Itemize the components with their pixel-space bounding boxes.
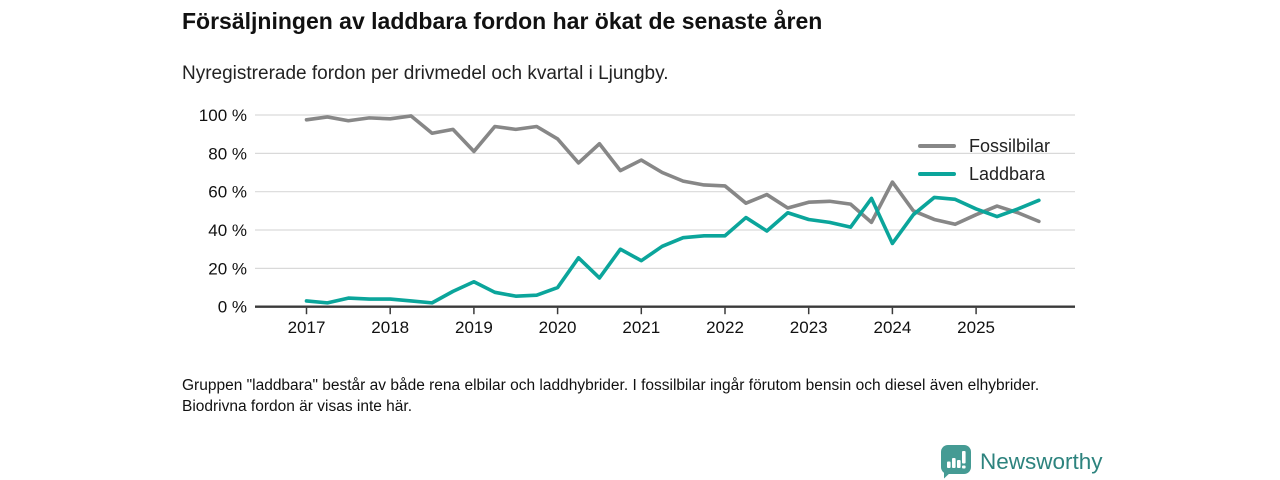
fossilbilar-line-swatch xyxy=(918,144,956,148)
x-tick-label: 2018 xyxy=(371,318,409,337)
x-axis-tick-labels: 2017 2018 2019 2020 2021 2022 2023 2024 2025 xyxy=(288,318,995,337)
x-tick-label: 2021 xyxy=(622,318,660,337)
y-tick-label: 0 % xyxy=(218,298,247,317)
legend-item-laddbara: Laddbara xyxy=(918,160,1050,188)
x-tick-label: 2025 xyxy=(957,318,995,337)
x-tick-label: 2022 xyxy=(706,318,744,337)
legend-item-fossilbilar: Fossilbilar xyxy=(918,132,1050,160)
y-tick-label: 80 % xyxy=(208,144,247,163)
laddbara-line-swatch xyxy=(918,172,956,176)
chart-footnote: Gruppen "laddbara" består av både rena e… xyxy=(182,377,1040,415)
x-tick-label: 2020 xyxy=(539,318,577,337)
chart-subtitle: Nyregistrerade fordon per drivmedel och … xyxy=(182,63,669,84)
data-series-lines xyxy=(304,114,1041,305)
x-tick-label: 2023 xyxy=(790,318,828,337)
series-line-laddbara xyxy=(304,195,1041,305)
gridlines xyxy=(255,114,1075,269)
line-chart: 0 % 20 % 40 % 60 % 80 % 100 % 2017 2018 2019 202… xyxy=(199,106,1075,337)
y-tick-label: 40 % xyxy=(208,221,247,240)
bar-chart-pin-icon xyxy=(941,445,971,479)
y-tick-label: 20 % xyxy=(208,259,247,278)
x-tick-label: 2019 xyxy=(455,318,493,337)
x-axis xyxy=(255,305,1075,315)
y-axis-tick-labels: 0 % 20 % 40 % 60 % 80 % 100 % xyxy=(199,106,247,317)
y-tick-label: 100 % xyxy=(199,106,247,125)
legend-label-laddbara: Laddbara xyxy=(969,163,1046,184)
x-tick-label: 2024 xyxy=(873,318,911,337)
chart-title: Försäljningen av laddbara fordon har öka… xyxy=(182,8,823,34)
logo-text: Newsworthy xyxy=(980,448,1103,474)
legend: Fossilbilar Laddbara xyxy=(918,132,1050,188)
legend-label-fossilbilar: Fossilbilar xyxy=(969,135,1051,156)
y-tick-label: 60 % xyxy=(208,183,247,202)
x-tick-label: 2017 xyxy=(288,318,326,337)
newsworthy-logo: Newsworthy xyxy=(940,444,1103,479)
